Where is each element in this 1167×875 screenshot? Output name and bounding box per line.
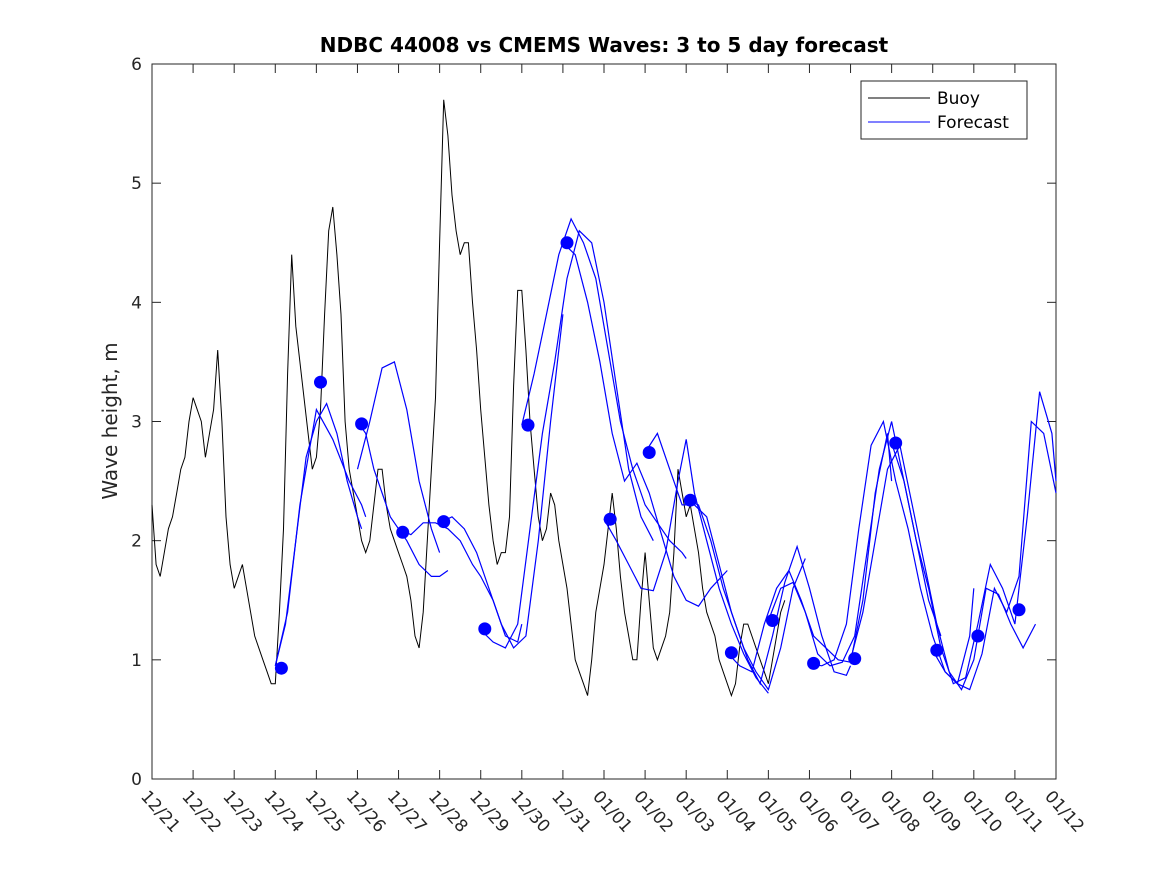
legend-buoy-label: Buoy xyxy=(937,89,980,109)
plot-area xyxy=(151,99,1057,698)
legend-forecast-label: Forecast xyxy=(937,113,1009,133)
chart-title: NDBC 44008 vs CMEMS Waves: 3 to 5 day fo… xyxy=(320,33,889,57)
forecast-series-line xyxy=(356,361,441,553)
forecast-marker xyxy=(807,656,821,670)
forecast-series-line xyxy=(562,242,728,607)
y-tick-label: 5 xyxy=(131,174,142,194)
forecast-series-line xyxy=(480,229,654,649)
forecast-marker xyxy=(437,515,451,529)
forecast-series-line xyxy=(274,407,367,666)
forecast-marker xyxy=(766,614,779,627)
y-axis-label: Wave height, m xyxy=(98,342,122,499)
forecast-series-line xyxy=(932,420,1057,691)
forecast-marker xyxy=(603,512,617,526)
forecast-series-line xyxy=(603,439,769,694)
forecast-marker xyxy=(396,525,410,539)
forecast-series-line xyxy=(891,391,1057,685)
forecast-series-line xyxy=(685,499,852,686)
forecast-marker xyxy=(724,646,738,660)
forecast-marker xyxy=(971,629,985,643)
y-tick-label: 3 xyxy=(131,413,142,433)
forecast-marker xyxy=(930,643,944,657)
forecast-series-line xyxy=(439,314,564,649)
y-tick-label: 4 xyxy=(131,293,142,313)
forecast-marker xyxy=(848,652,862,666)
plot-frame xyxy=(151,63,1057,780)
forecast-marker xyxy=(683,493,697,507)
forecast-marker xyxy=(274,661,288,675)
legend-box xyxy=(860,80,1028,140)
forecast-series-line xyxy=(644,432,806,691)
forecast-series-line xyxy=(521,217,687,559)
forecast-marker xyxy=(314,375,327,389)
y-tick-label: 2 xyxy=(131,532,142,552)
y-tick-label: 1 xyxy=(131,651,142,671)
y-tick-label: 6 xyxy=(131,55,142,75)
forecast-marker xyxy=(478,622,492,636)
forecast-marker xyxy=(1012,603,1026,617)
forecast-marker xyxy=(560,236,574,250)
legend: Buoy Forecast xyxy=(860,80,1028,140)
axes: 012345612/2112/2212/2312/2412/2512/2612/… xyxy=(131,55,1088,837)
y-tick-label: 0 xyxy=(131,770,142,790)
forecast-marker xyxy=(355,417,369,431)
forecast-marker xyxy=(889,436,903,450)
forecast-marker xyxy=(642,446,656,459)
forecast-marker xyxy=(521,418,535,432)
